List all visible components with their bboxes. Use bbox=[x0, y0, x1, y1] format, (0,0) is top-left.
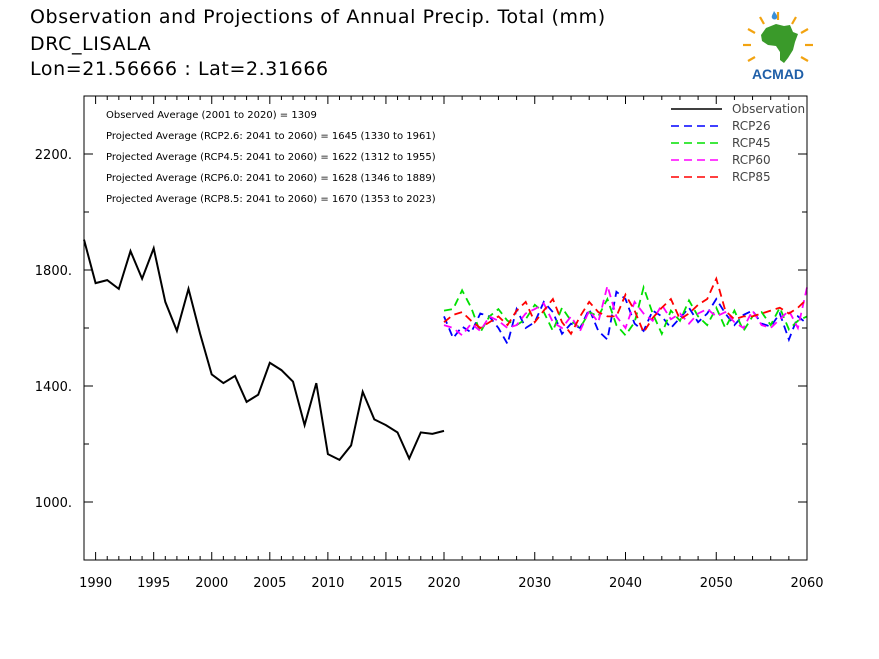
x-tick-label: 2010 bbox=[311, 576, 344, 591]
chart-title: Observation and Projections of Annual Pr… bbox=[30, 6, 606, 28]
chart-annotation: Observed Average (2001 to 2020) = 1309 bbox=[106, 110, 317, 121]
chart-annotation: Projected Average (RCP6.0: 2041 to 2060)… bbox=[106, 173, 436, 184]
legend-label: RCP60 bbox=[732, 153, 771, 167]
legend-label: Observation bbox=[732, 102, 805, 116]
x-tick-label: 2020 bbox=[427, 576, 460, 591]
africa-map-logo-icon: ACMAD bbox=[743, 11, 813, 82]
y-tick-label: 1800. bbox=[35, 264, 72, 279]
legend-label: RCP26 bbox=[732, 119, 771, 133]
x-tick-label: 2060 bbox=[790, 576, 823, 591]
x-tick-label: 1990 bbox=[79, 576, 112, 591]
series-line-rcp85 bbox=[443, 276, 808, 336]
x-tick-label: 2050 bbox=[700, 576, 733, 591]
x-tick-label: 2005 bbox=[253, 576, 286, 591]
x-tick-label: 1995 bbox=[137, 576, 170, 591]
series-line-rcp45 bbox=[443, 284, 808, 337]
x-tick-label: 2040 bbox=[609, 576, 642, 591]
y-tick-label: 1400. bbox=[35, 380, 72, 395]
x-tick-label: 2015 bbox=[369, 576, 402, 591]
legend-label: RCP85 bbox=[732, 170, 771, 184]
chart-annotation: Projected Average (RCP2.6: 2041 to 2060)… bbox=[106, 131, 436, 142]
station-name: DRC_LISALA bbox=[30, 33, 152, 55]
legend-label: RCP45 bbox=[732, 136, 771, 150]
x-tick-label: 2030 bbox=[518, 576, 551, 591]
station-coordinates: Lon=21.56666 : Lat=2.31666 bbox=[30, 58, 329, 80]
plot-frame bbox=[83, 95, 808, 561]
acmad-logo: ACMAD bbox=[738, 8, 818, 84]
logo-text: ACMAD bbox=[752, 66, 804, 82]
x-tick-label: 2000 bbox=[195, 576, 228, 591]
y-tick-label: 1000. bbox=[35, 496, 72, 511]
chart-annotation: Projected Average (RCP4.5: 2041 to 2060)… bbox=[106, 152, 436, 163]
y-tick-label: 2200. bbox=[35, 148, 72, 163]
series-line-observation bbox=[83, 239, 445, 462]
chart-annotation: Projected Average (RCP8.5: 2041 to 2060)… bbox=[106, 194, 436, 205]
